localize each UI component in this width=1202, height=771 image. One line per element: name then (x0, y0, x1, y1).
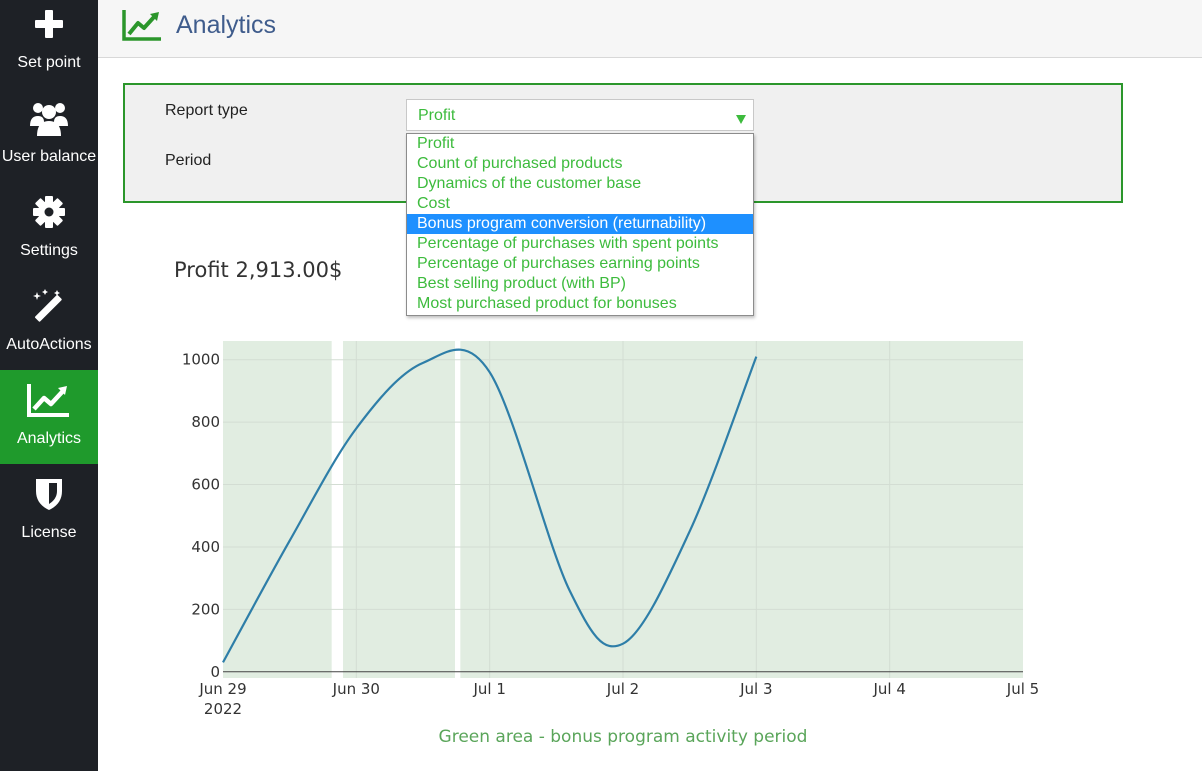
dropdown-option-highlighted[interactable]: Bonus program conversion (returnability) (407, 214, 753, 234)
chart-line-icon (0, 380, 98, 420)
y-tick-label: 0 (210, 663, 220, 681)
shield-icon (0, 474, 98, 514)
nav-set-point[interactable]: Set point (0, 0, 98, 94)
dropdown-option[interactable]: Best selling product (with BP) (417, 275, 626, 292)
sidebar: Set point User balance Settings AutoActi… (0, 0, 98, 771)
x-tick-label: Jun 30 (332, 680, 380, 698)
nav-label: Set point (17, 54, 81, 71)
page-title: Analytics (176, 11, 277, 39)
y-tick-label: 200 (191, 600, 220, 618)
dropdown-option[interactable]: Profit (417, 135, 455, 152)
report-type-value: Profit (418, 107, 456, 124)
dropdown-option[interactable]: Dynamics of the customer base (417, 175, 642, 192)
users-icon (0, 98, 98, 138)
gear-icon (0, 192, 98, 232)
report-type-dropdown: Profit Count of purchased products Dynam… (406, 133, 754, 316)
nav-user-balance[interactable]: User balance (0, 94, 98, 188)
dropdown-option[interactable]: Count of purchased products (417, 155, 623, 172)
chevron-down-icon (736, 111, 746, 129)
chart-footnote: Green area - bonus program activity peri… (438, 727, 808, 747)
nav-label: Settings (20, 242, 78, 259)
analytics-icon (122, 9, 162, 46)
dropdown-option[interactable]: Percentage of purchases earning points (417, 255, 700, 272)
x-year-label: 2022 (204, 700, 242, 718)
y-tick-label: 1000 (182, 351, 220, 369)
period-label: Period (165, 152, 212, 169)
magic-wand-icon (0, 286, 98, 326)
report-type-label: Report type (165, 102, 248, 119)
x-tick-label: Jul 4 (872, 680, 905, 698)
nav-license[interactable]: License (0, 464, 98, 558)
x-tick-label: Jul 1 (472, 680, 505, 698)
report-type-select[interactable]: Profit (406, 99, 754, 131)
y-tick-label: 600 (191, 476, 220, 494)
bonus-period-band (343, 341, 455, 678)
bonus-period-band (460, 341, 1023, 678)
y-tick-label: 800 (191, 413, 220, 431)
header: Analytics (98, 0, 1202, 58)
nav-label: AutoActions (6, 336, 92, 353)
x-tick-label: Jul 3 (739, 680, 772, 698)
nav-label: Analytics (16, 430, 82, 447)
nav-label: License (21, 524, 77, 541)
series-line-profit (222, 348, 758, 663)
x-tick-label: Jul 2 (606, 680, 639, 698)
x-tick-label: Jun 29 (198, 680, 246, 698)
y-tick-label: 400 (191, 538, 220, 556)
nav-analytics[interactable]: Analytics (0, 370, 98, 464)
nav-autoactions[interactable]: AutoActions (0, 282, 98, 376)
dropdown-option[interactable]: Cost (417, 195, 450, 212)
nav-label: User balance (1, 148, 97, 165)
bonus-period-band (223, 341, 332, 678)
x-tick-label: Jul 5 (1006, 680, 1039, 698)
chart-title: Profit 2,913.00$ (174, 258, 343, 282)
plus-icon (0, 4, 98, 44)
dropdown-option[interactable]: Percentage of purchases with spent point… (417, 235, 719, 252)
nav-settings[interactable]: Settings (0, 188, 98, 282)
dropdown-option[interactable]: Most purchased product for bonuses (417, 295, 677, 312)
